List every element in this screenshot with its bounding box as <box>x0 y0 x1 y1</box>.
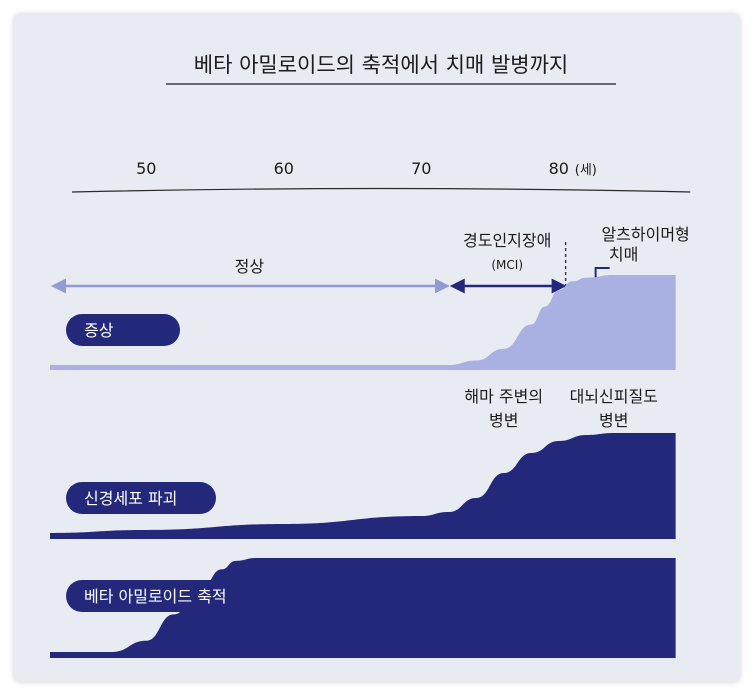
stage-label-normal: 정상 <box>235 257 265 276</box>
series-label-neuron-destruction: 신경세포 파괴 <box>84 489 177 508</box>
annotation-neocortex-lesion-line2: 병변 <box>599 411 628 430</box>
stage-label-mci: 경도인지장애 <box>463 231 551 250</box>
series-label-symptoms: 증상 <box>84 321 114 340</box>
series-pill-amyloid-accumulation <box>66 580 252 612</box>
stage-label-dementia: 알츠하이머형 <box>601 225 689 244</box>
axis-tick-label: 60 <box>274 159 294 178</box>
chart-title: 베타 아밀로이드의 축적에서 치매 발병까지 <box>194 53 568 77</box>
series-area-symptoms <box>50 275 676 370</box>
stage-label-dementia-line2: 치매 <box>609 245 638 264</box>
annotation-hippocampus-lesion-line2: 병변 <box>489 411 518 430</box>
series-pill-symptoms <box>66 314 180 346</box>
axis-tick-labels: 50 60 70 80 (세) <box>136 159 597 178</box>
axis-tick-label: 80 <box>549 159 569 178</box>
photo-frame: 베타 아밀로이드의 축적에서 치매 발병까지 50 60 70 80 (세) 정상 경도… <box>14 14 740 682</box>
axis-unit-label: (세) <box>575 163 597 178</box>
stage-label-mci-abbr: (MCI) <box>491 258 523 272</box>
series-pill-neuron-destruction <box>66 482 216 514</box>
age-axis-line <box>71 187 691 193</box>
series-area-amyloid-accumulation <box>50 558 676 658</box>
annotation-hippocampus-lesion: 해마 주변의 <box>464 387 543 406</box>
chart-svg: 베타 아밀로이드의 축적에서 치매 발병까지 50 60 70 80 (세) 정상 경도… <box>50 53 691 658</box>
axis-tick-label: 50 <box>136 159 156 178</box>
annotation-neocortex-lesion: 대뇌신피질도 <box>570 387 658 406</box>
series-area-neuron-destruction <box>50 433 676 539</box>
series-label-amyloid-accumulation: 베타 아밀로이드 축적 <box>84 587 227 606</box>
axis-tick-label: 70 <box>411 159 431 178</box>
